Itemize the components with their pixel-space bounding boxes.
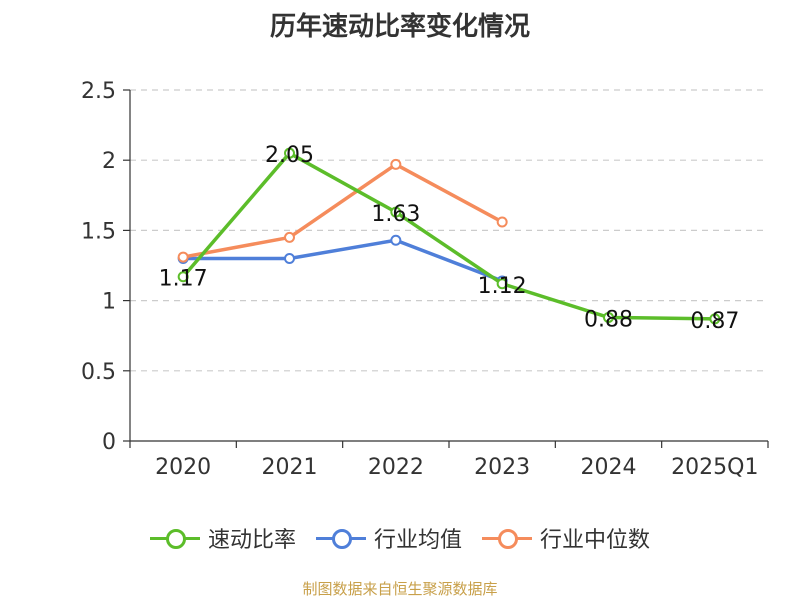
y-tick-label: 0.5 <box>81 360 116 385</box>
axes: 0 0.5 1 1.5 2 2.5 2020 2021 2022 2023 2024 2025Q1 <box>81 79 769 480</box>
y-tick-label: 0 <box>102 430 116 455</box>
data-label: 2.05 <box>265 143 314 168</box>
y-tick-label: 1 <box>102 290 116 315</box>
series-lines <box>177 147 721 325</box>
data-point <box>284 231 295 243</box>
grid-lines <box>130 89 768 372</box>
data-labels: 1.17 2.05 1.63 1.12 0.88 0.87 <box>159 143 740 334</box>
legend-swatch <box>482 526 532 550</box>
y-tick-label: 1.5 <box>81 219 116 244</box>
x-tick-label: 2024 <box>581 455 637 480</box>
data-label: 1.63 <box>371 202 420 227</box>
x-tick-label: 2021 <box>262 455 318 480</box>
y-tick-label: 2 <box>102 149 116 174</box>
source-note: 制图数据来自恒生聚源数据库 <box>302 580 498 598</box>
legend-swatch <box>315 526 366 550</box>
legend-label: 行业中位数 <box>540 528 651 553</box>
chart-title: 历年速动比率变化情况 <box>269 12 530 42</box>
data-point <box>603 311 614 323</box>
x-tick-label: 2025Q1 <box>671 455 758 480</box>
y-tick-label: 2.5 <box>81 79 116 104</box>
legend-item[interactable]: 速动比率 <box>149 522 296 554</box>
legend: 速动比率 行业均值 行业中位数 <box>0 518 800 558</box>
series-line <box>182 162 503 259</box>
legend-item[interactable]: 行业均值 <box>315 522 462 554</box>
legend-label: 行业均值 <box>373 528 462 553</box>
data-point <box>709 313 721 325</box>
data-point <box>496 216 508 228</box>
data-label: 1.17 <box>159 267 208 292</box>
data-point <box>390 234 402 246</box>
data-label: 0.88 <box>584 307 633 332</box>
data-label: 1.12 <box>478 274 527 299</box>
data-point <box>390 158 402 170</box>
x-tick-label: 2022 <box>368 455 424 480</box>
data-label: 0.87 <box>690 309 739 334</box>
x-tick-label: 2023 <box>474 455 530 480</box>
legend-label: 速动比率 <box>207 528 296 553</box>
series-line <box>183 238 503 283</box>
series-line <box>181 151 715 321</box>
data-point <box>284 252 295 264</box>
x-tick-label: 2020 <box>155 455 211 480</box>
data-point <box>177 271 189 283</box>
legend-swatch <box>149 526 200 550</box>
data-point <box>390 206 402 218</box>
data-point <box>177 251 189 263</box>
legend-item[interactable]: 行业中位数 <box>482 522 650 554</box>
data-point <box>496 278 508 290</box>
data-point <box>284 147 295 159</box>
